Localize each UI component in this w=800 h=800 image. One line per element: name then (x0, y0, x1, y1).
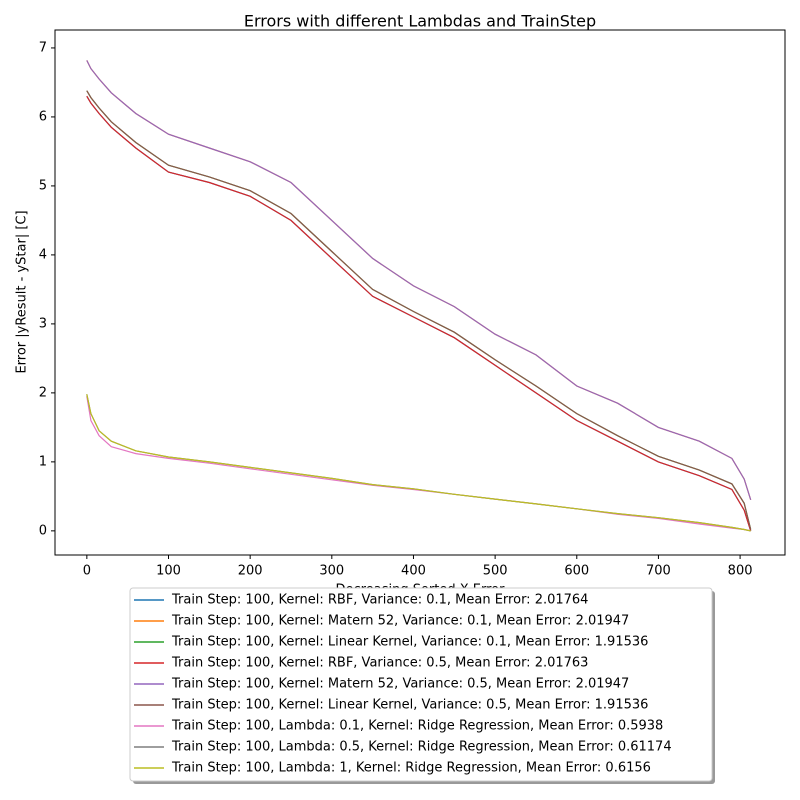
legend-label: Train Step: 100, Lambda: 0.1, Kernel: Ri… (171, 719, 663, 734)
series-line (86, 396, 751, 532)
x-tick-label: 0 (83, 564, 91, 579)
chart-title: Errors with different Lambdas and TrainS… (244, 12, 596, 31)
x-tick-label: 200 (238, 564, 263, 579)
y-tick-label: 6 (39, 109, 47, 124)
series-line (86, 90, 752, 530)
legend-label: Train Step: 100, Lambda: 1, Kernel: Ridg… (171, 761, 651, 776)
x-tick-label: 400 (401, 564, 426, 579)
y-axis-label: Error |yResult - yStar| [C] (15, 210, 30, 373)
legend-label: Train Step: 100, Kernel: RBF, Variance: … (171, 593, 588, 608)
legend-label: Train Step: 100, Kernel: Linear Kernel, … (171, 698, 648, 713)
x-tick-label: 800 (728, 564, 753, 579)
series-line (86, 90, 752, 530)
series-line (86, 60, 752, 500)
series-line (86, 394, 751, 532)
legend-label: Train Step: 100, Kernel: Linear Kernel, … (171, 635, 648, 650)
legend-label: Train Step: 100, Lambda: 0.5, Kernel: Ri… (171, 740, 672, 755)
y-tick-label: 1 (39, 454, 47, 469)
legend-label: Train Step: 100, Kernel: RBF, Variance: … (171, 656, 588, 671)
x-tick-label: 300 (319, 564, 344, 579)
legend (129, 587, 713, 782)
series-line (86, 60, 752, 500)
y-tick-label: 5 (39, 178, 47, 193)
series-line (86, 394, 751, 532)
legend-label: Train Step: 100, Kernel: Matern 52, Vari… (171, 677, 629, 692)
x-tick-label: 100 (156, 564, 181, 579)
y-tick-label: 0 (39, 523, 47, 538)
plot-frame (54, 29, 786, 556)
x-tick-label: 600 (564, 564, 589, 579)
x-tick-label: 700 (646, 564, 671, 579)
legend-label: Train Step: 100, Kernel: Matern 52, Vari… (171, 614, 629, 629)
y-tick-label: 7 (39, 40, 47, 55)
x-tick-label: 500 (483, 564, 508, 579)
y-tick-label: 2 (39, 385, 47, 400)
series-line (86, 95, 752, 532)
y-tick-label: 4 (39, 247, 47, 262)
y-tick-label: 3 (39, 316, 47, 331)
